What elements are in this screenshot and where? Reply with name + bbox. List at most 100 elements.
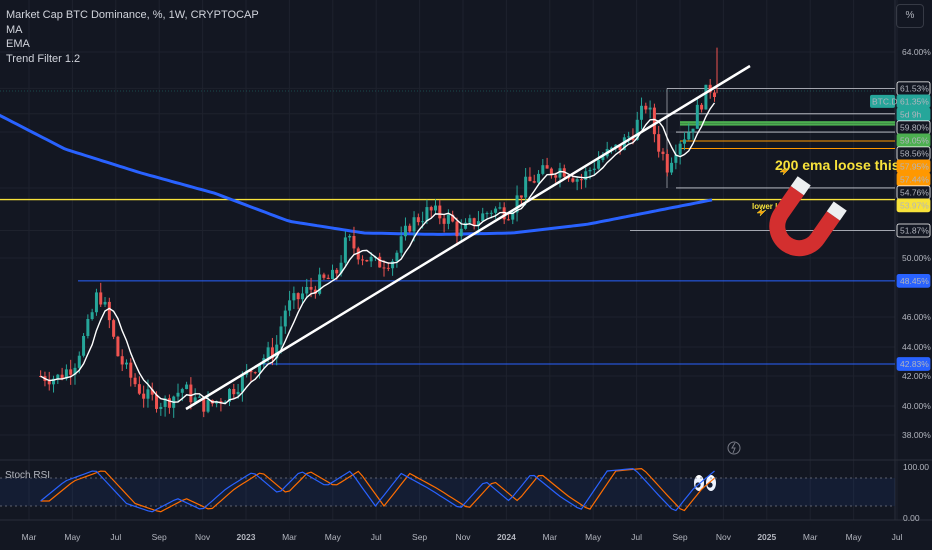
candle-down bbox=[652, 107, 656, 135]
candle-down bbox=[429, 207, 433, 211]
candle-up bbox=[283, 310, 287, 327]
candle-up bbox=[197, 396, 201, 398]
candle-down bbox=[69, 369, 73, 375]
green-zone-2 bbox=[680, 123, 895, 126]
candle-down bbox=[528, 176, 532, 182]
candle-up bbox=[678, 143, 682, 155]
time-tick: Mar bbox=[542, 532, 557, 542]
candle-up bbox=[227, 388, 231, 402]
candle-up bbox=[648, 107, 652, 110]
price-tick: 44.00% bbox=[902, 342, 931, 352]
legend-indicator-ema[interactable]: EMA bbox=[6, 38, 30, 50]
candle-down bbox=[356, 248, 360, 260]
candle-up bbox=[515, 195, 519, 213]
candle-down bbox=[644, 105, 648, 110]
candle-up bbox=[687, 132, 691, 140]
price-label: 61.35% bbox=[896, 94, 931, 109]
alert-icon bbox=[727, 441, 741, 455]
candle-up bbox=[584, 171, 588, 181]
legend-title[interactable]: Market Cap BTC Dominance, %, 1W, CRYPTOC… bbox=[6, 9, 259, 21]
candle-up bbox=[90, 312, 94, 319]
time-tick: Sep bbox=[152, 532, 167, 542]
candle-down bbox=[150, 389, 154, 395]
legend-indicator-trend-filter[interactable]: Trend Filter 1.2 bbox=[6, 52, 81, 65]
price-label: 58.56% bbox=[896, 146, 931, 161]
price-label: 59.80% bbox=[896, 120, 931, 135]
candle-up bbox=[541, 165, 545, 174]
candle-up bbox=[524, 176, 528, 198]
candle-up bbox=[159, 406, 163, 409]
price-tick: 40.00% bbox=[902, 401, 931, 411]
candle-down bbox=[120, 356, 124, 365]
candle-up bbox=[185, 384, 189, 390]
candle-up bbox=[163, 398, 167, 407]
candle-up bbox=[399, 236, 403, 253]
candle-up bbox=[434, 205, 438, 211]
candle-up bbox=[489, 212, 493, 214]
candle-up bbox=[691, 128, 695, 133]
ema-200-path bbox=[0, 113, 713, 236]
candle-up bbox=[52, 378, 56, 385]
candle-up bbox=[73, 367, 77, 375]
symbol-tag-box bbox=[870, 94, 895, 108]
candle-down bbox=[386, 267, 390, 269]
candle-down bbox=[712, 92, 716, 97]
candle-up bbox=[343, 237, 347, 263]
candle-up bbox=[476, 221, 480, 226]
candle-up bbox=[498, 207, 502, 209]
legend-indicator-ma[interactable]: MA bbox=[6, 23, 23, 36]
price-label: 5d 9h bbox=[896, 107, 931, 122]
candle-down bbox=[253, 372, 257, 374]
candle-up bbox=[674, 154, 678, 163]
candle-up bbox=[300, 293, 304, 300]
candle-up bbox=[446, 214, 450, 224]
candle-up bbox=[305, 286, 309, 294]
price-tick: 50.00% bbox=[902, 253, 931, 263]
percent-scale-button[interactable]: % bbox=[896, 4, 924, 28]
stoch-rsi-label[interactable]: Stoch RSI bbox=[5, 470, 51, 481]
candle-up bbox=[485, 213, 489, 215]
price-label-box bbox=[896, 357, 931, 371]
price-label-text: 61.35% bbox=[900, 97, 929, 107]
stoch-k-line bbox=[40, 467, 715, 513]
candle-down bbox=[661, 151, 665, 154]
time-tick: 2024 bbox=[497, 532, 516, 542]
candle-up bbox=[464, 222, 468, 229]
candle-up bbox=[640, 105, 644, 120]
time-axis: Mar May Jul Sep Nov 2023 Mar May Jul Sep Nov 2024 Ma… bbox=[22, 532, 903, 542]
candle-down bbox=[708, 84, 712, 93]
price-tick: 42.00% bbox=[902, 371, 931, 381]
price-label-text: 5d 9h bbox=[900, 110, 922, 120]
candle-up bbox=[575, 179, 579, 182]
symbol-tag: BTC.D bbox=[870, 94, 898, 108]
candle-up bbox=[627, 136, 631, 138]
candle-down bbox=[142, 393, 146, 399]
price-labels: 61.53% 61.35% 5d 9h 59.80% 59.05% 58.56% 57.95… bbox=[870, 81, 931, 371]
candle-down bbox=[665, 153, 669, 173]
price-tick: 38.00% bbox=[902, 430, 931, 440]
candle-up bbox=[275, 344, 279, 359]
candle-down bbox=[657, 134, 661, 152]
candle-down bbox=[506, 219, 510, 221]
price-label: 48.45% bbox=[896, 273, 931, 288]
trendline-group bbox=[185, 64, 751, 411]
stoch-tick-0: 0.00 bbox=[903, 513, 920, 523]
candle-up bbox=[64, 369, 68, 379]
price-label-text: 54.76% bbox=[900, 188, 929, 198]
price-label-text: 57.44% bbox=[900, 175, 929, 185]
candle-up bbox=[318, 274, 322, 294]
price-label-text: 42.83% bbox=[900, 359, 929, 369]
candle-up bbox=[206, 400, 210, 412]
candle-up bbox=[601, 156, 605, 161]
candle-up bbox=[292, 293, 296, 301]
candle-down bbox=[408, 225, 412, 232]
price-label: 53.97% bbox=[896, 198, 931, 213]
candle-up bbox=[670, 162, 674, 173]
candle-up bbox=[348, 235, 352, 238]
candle-up bbox=[124, 362, 128, 365]
candle-up bbox=[395, 252, 399, 262]
candle-up bbox=[266, 347, 270, 359]
time-tick: Sep bbox=[412, 532, 427, 542]
candle-down bbox=[129, 362, 133, 378]
candle-up bbox=[412, 217, 416, 232]
